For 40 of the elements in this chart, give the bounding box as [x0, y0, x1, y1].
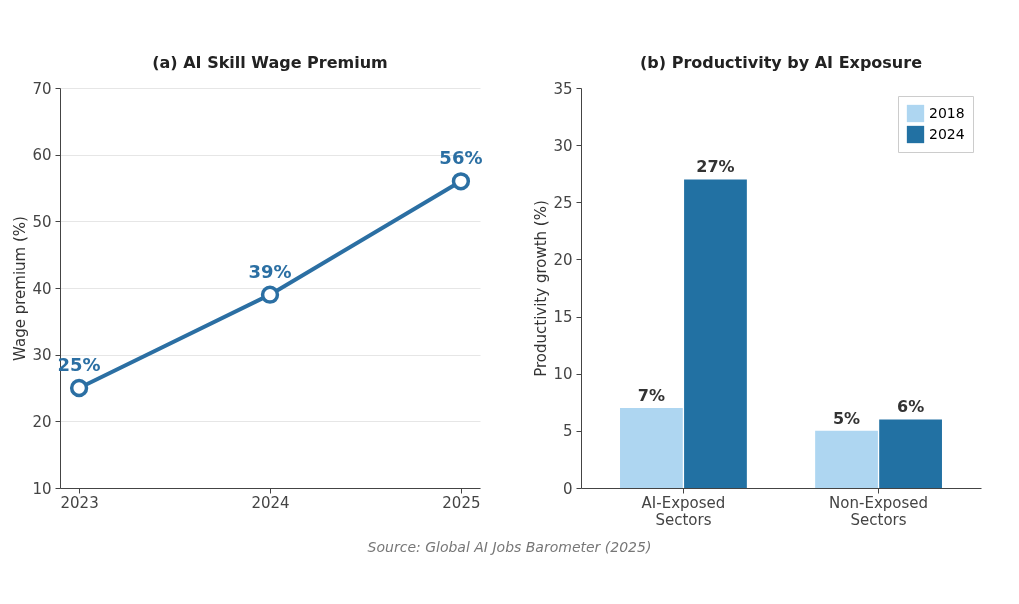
- chart-title: (a) AI Skill Wage Premium: [152, 53, 388, 72]
- y-tick-label: 15: [553, 308, 573, 327]
- source-note: Source: Global AI Jobs Barometer (2025): [366, 539, 653, 555]
- bar: [815, 430, 878, 488]
- data-label: 56%: [439, 147, 483, 169]
- point: [260, 285, 280, 304]
- y-tick-label: 5: [562, 422, 573, 441]
- chart-title: (b) Productivity by AI Exposure: [640, 53, 923, 72]
- data-label: 5%: [832, 408, 861, 428]
- y-tick-label: 10: [553, 365, 573, 384]
- y-tick-label: 30: [32, 346, 52, 365]
- x-tick-label: 2024: [251, 493, 290, 512]
- y-tick-label: 40: [32, 279, 52, 298]
- data-label: 39%: [248, 260, 292, 282]
- data-label: 27%: [696, 157, 735, 177]
- y-tick-label: 20: [32, 412, 52, 431]
- y-tick-label: 60: [32, 146, 52, 165]
- y-tick-label: 25: [553, 193, 573, 212]
- bar: [620, 408, 683, 488]
- y-tick-label: 35: [553, 79, 573, 98]
- x-tick-label: Non-Exposed Sectors: [829, 493, 929, 529]
- legend-label: 2018: [929, 104, 965, 121]
- y-tick-label: 10: [32, 479, 52, 498]
- y-tick-label: 70: [32, 79, 52, 98]
- x-tick-label: 2025: [442, 493, 481, 512]
- x-tick-label: 2023: [60, 493, 99, 512]
- point: [451, 172, 471, 191]
- y-tick-label: 30: [553, 136, 573, 155]
- y-axis-title: Wage premium (%): [11, 216, 30, 361]
- y-tick-label: 0: [562, 479, 573, 498]
- bar: [684, 179, 747, 488]
- x-tick-label: AI-Exposed Sectors: [641, 493, 726, 529]
- data-label: 6%: [897, 397, 925, 417]
- y-axis-title: Productivity growth (%): [532, 200, 551, 377]
- legend-label: 2024: [929, 125, 965, 142]
- y-tick-label: 50: [32, 212, 52, 231]
- bar: [879, 419, 942, 488]
- point: [69, 378, 89, 398]
- data-label: 7%: [637, 386, 665, 405]
- y-tick-label: 20: [553, 250, 573, 269]
